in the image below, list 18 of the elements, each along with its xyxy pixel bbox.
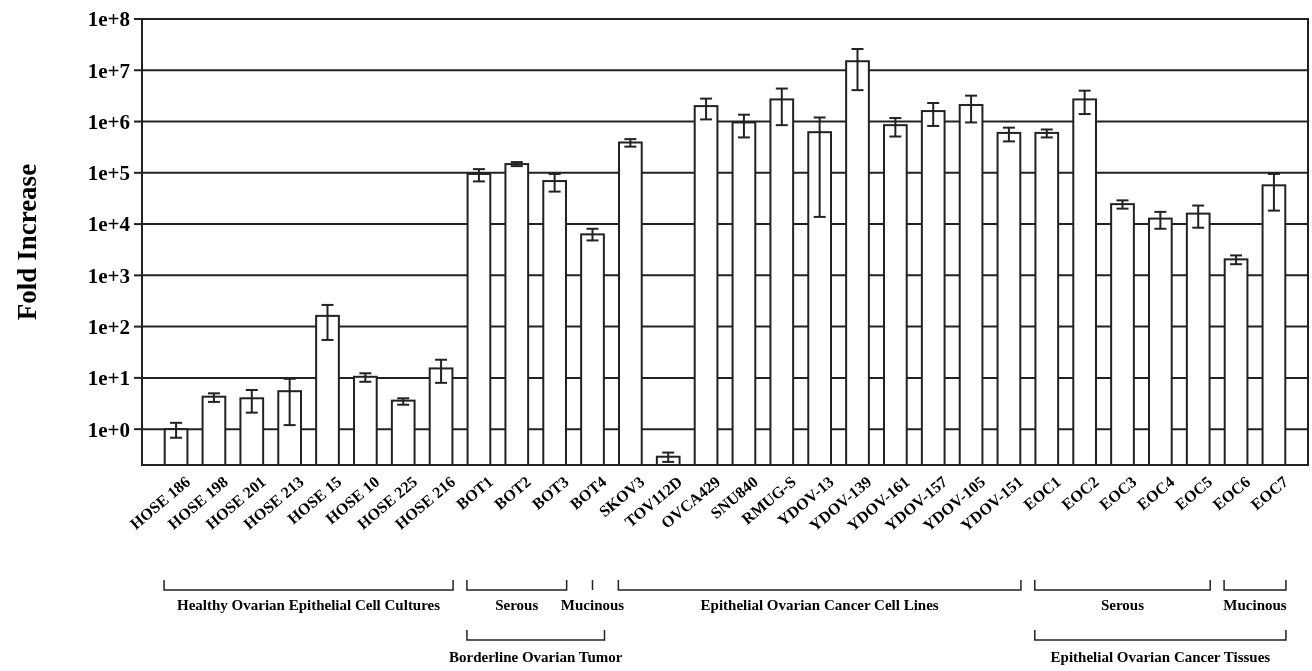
y-tick-label: 1e+7	[87, 58, 130, 83]
text: Epithelial Ovarian Cancer Cell Lines	[700, 597, 939, 613]
y-tick-label: 1e+6	[87, 109, 130, 134]
text: Mucinous	[560, 597, 625, 613]
text: Epithelial Ovarian Cancer Tissues	[1050, 649, 1271, 665]
y-tick-label: 1e+4	[87, 212, 131, 237]
y-tick-label: 1e+0	[87, 417, 130, 442]
text: Serous	[1100, 597, 1145, 613]
text: Serous	[495, 597, 539, 613]
y-tick-label: 1e+2	[87, 314, 130, 339]
text: Borderline Ovarian Tumor	[449, 649, 623, 665]
y-tick-label: 1e+8	[87, 7, 130, 32]
y-axis-title: Fold Increase	[12, 163, 42, 321]
y-tick-label: 1e+5	[87, 161, 130, 186]
y-tick-label: 1e+3	[87, 263, 130, 288]
text: Mucinous	[1223, 597, 1287, 613]
text: Healthy Ovarian Epithelial Cell Cultures	[177, 597, 441, 613]
y-tick-label: 1e+1	[87, 366, 130, 391]
